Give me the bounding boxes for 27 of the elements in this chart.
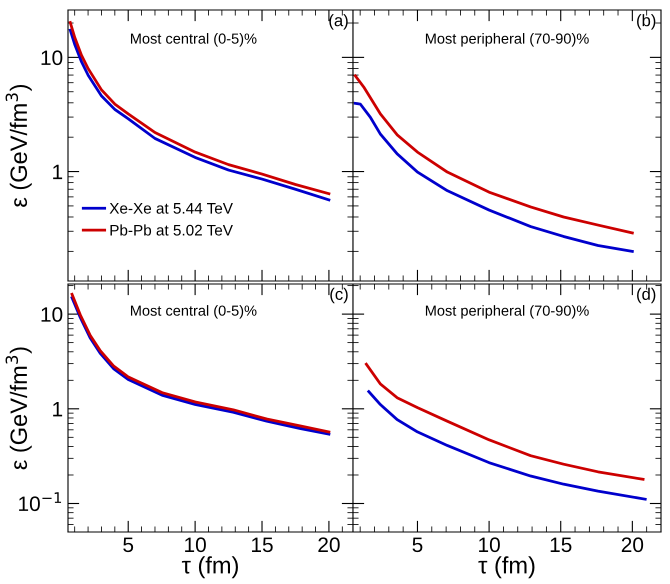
y-tick-label: 10 (42, 307, 62, 322)
y-tick-label: 10$^{−1}$ (19, 492, 62, 512)
x-axis-title: τ (fm) (478, 556, 534, 578)
annotation: (a) (329, 14, 348, 30)
x-tick-label: 20 (318, 537, 340, 552)
x-axis-title: τ (fm) (182, 556, 238, 578)
y-tick-label: 10 (42, 50, 62, 66)
x-tick-label: 15 (550, 538, 572, 552)
x-tick-label: 10 (479, 537, 500, 552)
annotation: (d) (637, 288, 656, 304)
y-tick-label: 1 (53, 402, 62, 416)
x-tick-label: 15 (252, 538, 273, 552)
annotation: Most peripheral (70-90)% (426, 305, 589, 319)
y-axis-title: ε (GeV/fm$^{3}$) (6, 347, 32, 470)
x-tick-label: 5 (412, 538, 422, 552)
annotation: (b) (637, 14, 656, 30)
annotation: (c) (330, 288, 348, 304)
legend-label: Pb-Pb at 5.02 TeV (110, 224, 233, 236)
y-tick-label: 1 (53, 164, 62, 180)
annotation: Most central (0-5)% (130, 33, 256, 47)
annotation: Most central (0-5)% (130, 305, 256, 319)
x-tick-label: 10 (185, 537, 206, 552)
annotation: Most peripheral (70-90)% (426, 33, 589, 47)
y-axis-title: ε (GeV/fm$^{3}$) (6, 84, 32, 207)
x-tick-label: 5 (123, 538, 134, 552)
legend-label: Xe-Xe at 5.44 TeV (110, 203, 233, 214)
x-tick-label: 20 (622, 537, 644, 552)
